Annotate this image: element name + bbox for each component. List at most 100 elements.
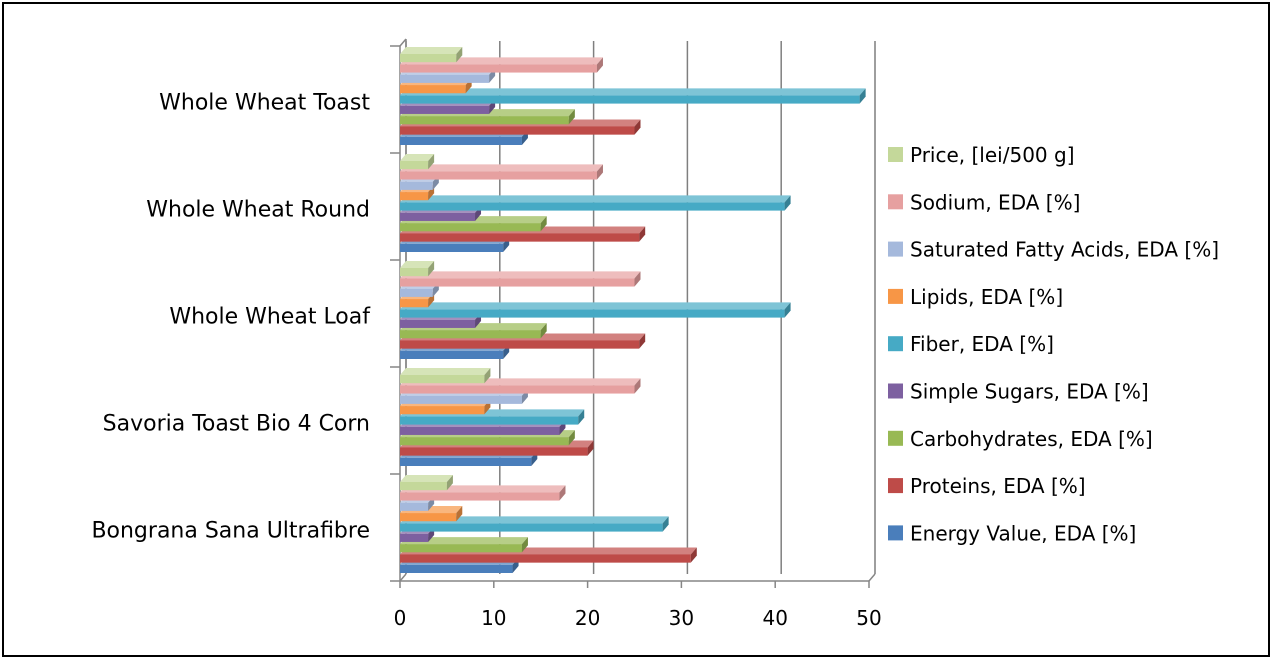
bar (400, 502, 429, 511)
bar (400, 136, 522, 145)
bar-end (568, 430, 575, 446)
bar-end (639, 333, 646, 349)
category-label: Whole Wheat Toast (159, 91, 370, 116)
bar (400, 278, 635, 287)
bar (400, 243, 504, 252)
bar (400, 406, 485, 415)
bar (400, 299, 429, 308)
bar-end (540, 216, 547, 232)
bar-end (784, 195, 791, 211)
bar-end (690, 547, 697, 563)
bar (400, 426, 560, 435)
bar (400, 482, 447, 491)
bar (400, 554, 691, 563)
bar-top (400, 368, 491, 375)
legend-swatch (888, 430, 903, 446)
bar-top (400, 195, 791, 203)
bar-end (784, 302, 791, 318)
bar-top (400, 475, 453, 482)
bar-end (662, 516, 669, 532)
bar-end (634, 271, 641, 287)
legend-label: Lipids, EDA [%] (910, 285, 1063, 309)
bar-end (587, 440, 594, 456)
bar (400, 319, 476, 328)
legend-label: Price, [lei/500 g] (910, 143, 1075, 167)
bar-top (400, 47, 463, 54)
bar-end (578, 409, 585, 425)
bar (400, 95, 860, 104)
bar (400, 309, 785, 318)
bar-end (596, 57, 603, 73)
bar (400, 395, 522, 404)
bar-top (400, 537, 528, 545)
bar-end (634, 378, 641, 394)
bar-end (859, 88, 866, 104)
legend-label: Saturated Fatty Acids, EDA [%] (910, 238, 1219, 262)
legend-label: Carbohydrates, EDA [%] (910, 427, 1153, 451)
bar (400, 330, 541, 339)
bar-top (400, 516, 669, 524)
bar (400, 181, 433, 190)
bar-top (400, 154, 435, 161)
bar-top (400, 261, 435, 268)
legend-swatch (888, 336, 903, 352)
legend-label: Sodium, EDA [%] (910, 190, 1080, 214)
bar-end (639, 226, 646, 242)
bar (400, 340, 640, 349)
x-tick-label: 50 (856, 606, 881, 630)
x-tick-label: 30 (669, 606, 694, 630)
legend-label: Fiber, EDA [%] (910, 332, 1054, 356)
bar-top (400, 164, 603, 172)
bar-end (446, 475, 453, 491)
bar (400, 171, 597, 180)
bar-end (456, 506, 463, 522)
bar (400, 513, 457, 522)
bar (400, 192, 429, 201)
bar-end (540, 323, 547, 339)
bar (400, 564, 513, 573)
bar (400, 74, 490, 83)
bar (400, 85, 466, 94)
bar (400, 437, 569, 446)
legend-swatch (888, 383, 903, 399)
x-tick-label: 10 (481, 606, 506, 630)
bar (400, 523, 663, 532)
legend-label: Proteins, EDA [%] (910, 474, 1086, 498)
bar (400, 492, 560, 501)
bar (400, 416, 579, 425)
bar-end (634, 119, 641, 135)
legend-label: Simple Sugars, EDA [%] (910, 380, 1149, 404)
bar (400, 105, 490, 114)
wall-bottom-edge (399, 573, 407, 582)
bar (400, 202, 785, 211)
bar (400, 161, 429, 170)
legend-label: Energy Value, EDA [%] (910, 521, 1136, 545)
legend-swatch (888, 525, 903, 541)
bar (400, 268, 429, 277)
bar-end (428, 261, 435, 277)
bar (400, 233, 640, 242)
bar (400, 223, 541, 232)
legend-swatch (888, 241, 903, 257)
bar-end (596, 164, 603, 180)
bar-end (456, 47, 463, 63)
bar-top (400, 88, 866, 96)
x-tick-label: 0 (394, 606, 407, 630)
bar-end (559, 485, 566, 501)
wall-top-edge (399, 38, 407, 47)
bar-end (428, 154, 435, 170)
x-tick-label: 20 (575, 606, 600, 630)
bar (400, 350, 504, 359)
bar (400, 116, 569, 125)
bar-top (400, 271, 641, 279)
bar (400, 288, 433, 297)
bar (400, 447, 588, 456)
bar (400, 54, 457, 63)
bar (400, 64, 597, 73)
bar-top (400, 302, 791, 310)
bar (400, 126, 635, 135)
bar (400, 375, 485, 384)
x-tick-label: 40 (762, 606, 787, 630)
bar (400, 385, 635, 394)
